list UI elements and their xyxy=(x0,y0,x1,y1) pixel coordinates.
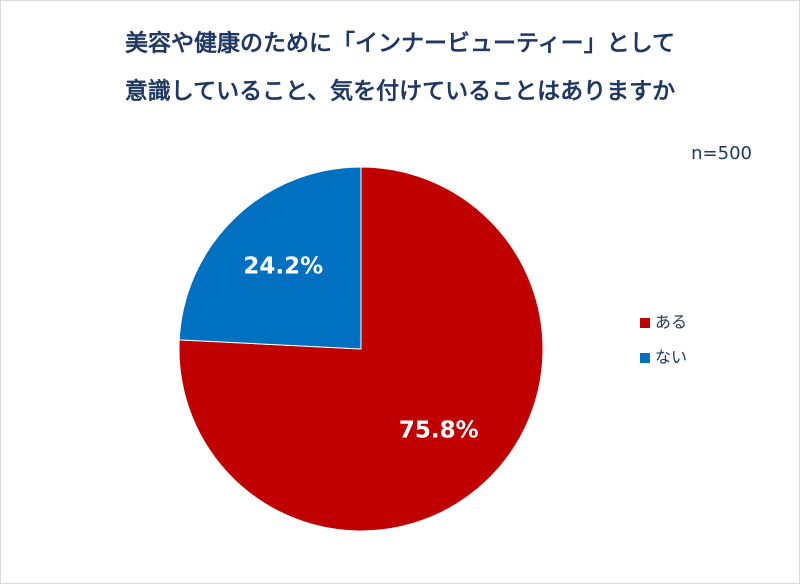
pie-slice xyxy=(178,166,362,350)
sample-size: n=500 xyxy=(691,143,752,164)
chart-title: 意識していること、気を付けていることはありますか xyxy=(125,78,675,105)
chart-title: 美容や健康のために「インナービューティー」として xyxy=(125,30,675,57)
legend-swatch xyxy=(640,318,650,328)
legend-label: ない xyxy=(655,348,687,367)
data-label: 75.8% xyxy=(399,417,479,443)
legend-label: ある xyxy=(655,313,687,332)
legend-swatch xyxy=(640,353,650,363)
data-label: 24.2% xyxy=(243,254,323,280)
pie-slice xyxy=(178,166,544,532)
